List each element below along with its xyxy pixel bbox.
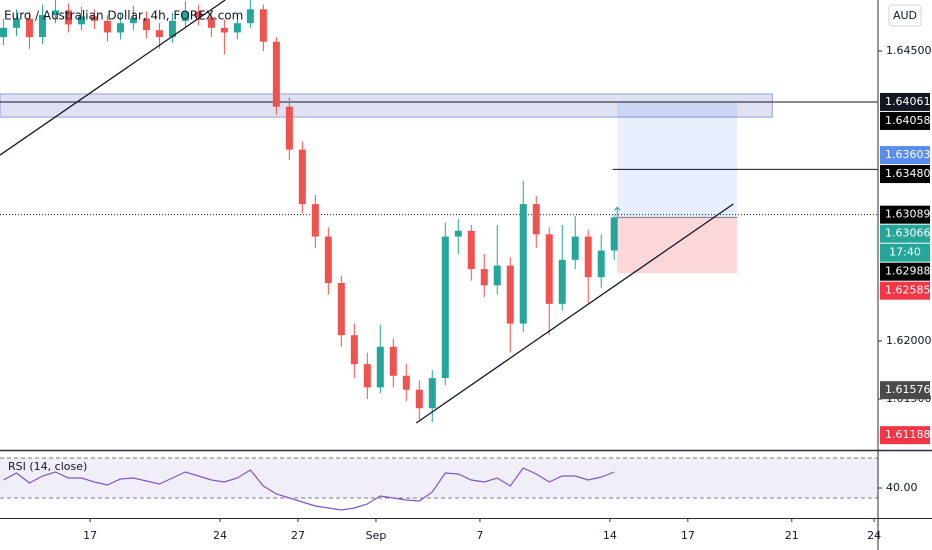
candle-body: [350, 335, 358, 365]
price-label: 1.63066: [885, 227, 931, 240]
price-label-box: [880, 165, 930, 184]
x-tick-label: 14: [603, 529, 617, 542]
candle-body: [532, 204, 540, 235]
candle-body: [298, 149, 306, 205]
candle-body: [285, 106, 293, 150]
candle-body: [363, 364, 371, 388]
trend-line: [0, 0, 226, 156]
price-label: 1.62585: [885, 284, 931, 297]
candle-body: [571, 236, 579, 260]
x-tick-label: 24: [213, 529, 227, 542]
price-label: 1.63089: [885, 208, 931, 221]
candle-body: [376, 346, 384, 388]
candle-body: [545, 234, 553, 304]
candle-body: [584, 236, 592, 278]
candle-body: [428, 378, 436, 409]
candle-body: [220, 27, 228, 33]
candle-body: [402, 375, 410, 390]
price-label-box: [880, 111, 930, 130]
candle-body: [480, 269, 488, 286]
candle-body: [116, 23, 124, 33]
price-label: 1.63603: [885, 148, 931, 161]
candle-body: [311, 204, 319, 237]
candle-body: [103, 20, 111, 33]
candle-body: [51, 10, 59, 16]
candle-body: [324, 236, 332, 283]
candle-body: [194, 11, 202, 18]
candle-body: [246, 9, 254, 24]
price-label: 1.61188: [885, 428, 931, 441]
y-tick-label: 1.62000: [886, 334, 932, 347]
candle-body: [597, 250, 605, 278]
candle-body: [506, 265, 514, 324]
candle-body: [25, 18, 33, 38]
candle-body: [12, 18, 20, 28]
price-label: 1.64058: [885, 114, 931, 127]
rsi-title: RSI (14, close): [8, 460, 87, 473]
x-tick-label: 24: [867, 529, 881, 542]
candle-body: [441, 236, 449, 379]
rsi-y-tick-label: 40.00: [886, 481, 918, 494]
price-label-box: [880, 205, 930, 224]
price-label-box: [880, 92, 930, 111]
candle-body: [77, 16, 85, 25]
rsi-band: [0, 458, 878, 498]
x-tick-label: Sep: [366, 529, 387, 542]
candle-body: [233, 23, 241, 33]
zone: [0, 93, 773, 118]
price-label: 1.62988: [885, 265, 931, 278]
x-tick-label: 27: [291, 529, 305, 542]
candle-body: [272, 41, 280, 107]
rsi-line: [3, 467, 615, 511]
x-tick-label: 17: [83, 529, 97, 542]
price-label-box: [880, 146, 930, 165]
x-tick-label: 17: [681, 529, 695, 542]
candle-body: [415, 389, 423, 409]
candle-body: [259, 9, 267, 42]
candle-body: [389, 346, 397, 376]
price-label-box: [880, 281, 930, 300]
candle-body: [142, 18, 150, 31]
x-tick-label: 21: [785, 529, 799, 542]
price-label-box: [880, 426, 930, 445]
price-label-box: [880, 224, 930, 243]
x-tick-label: 7: [476, 529, 483, 542]
candle-body: [467, 230, 475, 270]
candle-body: [168, 20, 176, 38]
trend-line: [415, 203, 734, 424]
price-label-box: [880, 262, 930, 281]
rsi-pane: [0, 457, 878, 511]
candle-body: [519, 204, 527, 324]
candle-body: [493, 265, 501, 286]
candle-body: [64, 10, 72, 25]
candle-body: [90, 16, 98, 21]
price-label: 1.63480: [885, 167, 931, 180]
candle-body: [0, 27, 7, 38]
entry-arrow: [613, 206, 621, 218]
candle-body: [454, 230, 462, 237]
y-tick-label: 1.64500: [886, 44, 932, 57]
candle-body: [337, 282, 345, 336]
price-label-box: [880, 243, 930, 262]
candle-body: [129, 18, 137, 24]
candle-body: [207, 17, 215, 28]
candle-body: [155, 30, 163, 38]
price-label: 1.64061: [885, 95, 931, 108]
candle-body: [610, 217, 618, 251]
price-label-box: [880, 381, 930, 400]
currency-label[interactable]: AUD: [893, 9, 917, 22]
countdown-label: 17:40: [889, 246, 921, 259]
main-pane: [0, 0, 878, 424]
symbol-title: Euro / Australian Dollar, 4h, FOREX.com: [4, 9, 243, 23]
position-stop: [617, 217, 738, 274]
candle-body: [558, 259, 566, 304]
candle-body: [38, 15, 46, 38]
position-target: [617, 101, 738, 218]
currency-button[interactable]: [888, 4, 922, 27]
candle-body: [181, 11, 189, 21]
price-label: 1.61576: [885, 383, 931, 396]
